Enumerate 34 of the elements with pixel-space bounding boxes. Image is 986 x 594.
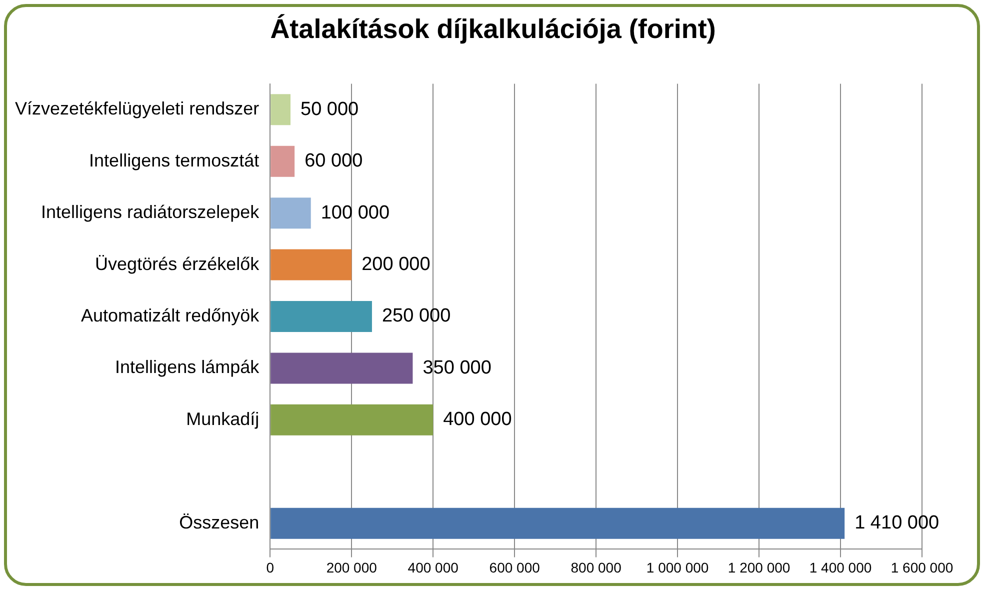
data-label: 250 000 <box>382 306 451 327</box>
data-label: 60 000 <box>304 150 363 172</box>
x-tick-label: 200 000 <box>326 559 378 576</box>
bar <box>270 146 295 177</box>
x-tick-label: 0 <box>266 559 274 576</box>
y-tick-label: Intelligens termosztát <box>89 150 260 170</box>
data-label: 1 410 000 <box>854 512 940 534</box>
x-tick-label: 800 000 <box>570 559 622 576</box>
y-tick-label: Munkadíj <box>186 408 260 429</box>
x-tick-label: 600 000 <box>489 559 540 576</box>
bar <box>270 94 290 126</box>
chart-title: Átalakítások díjkalkulációja (forint) <box>269 14 717 45</box>
data-label: 200 000 <box>362 254 430 276</box>
x-tick-label: 1 600 000 <box>890 559 954 576</box>
bar <box>270 352 413 384</box>
bar <box>270 404 434 436</box>
y-tick-label: Intelligens lámpák <box>115 357 260 378</box>
x-tick-label: 1 200 000 <box>728 559 790 576</box>
bar <box>270 198 311 229</box>
data-label: 50 000 <box>300 98 359 120</box>
y-tick-label: Automatizált redőnyök <box>81 305 260 326</box>
y-tick-label: Üvegtörés érzékelők <box>95 254 260 274</box>
x-tick-label: 400 000 <box>408 559 459 576</box>
data-label: 400 000 <box>443 409 512 430</box>
bar <box>270 249 352 280</box>
y-tick-label: Intelligens radiátorszelepek <box>40 202 260 222</box>
data-label: 350 000 <box>422 357 492 378</box>
bar <box>270 508 845 539</box>
x-tick-label: 1 400 000 <box>809 559 872 576</box>
y-tick-label: Vízvezetékfelügyeleti rendszer <box>15 98 260 119</box>
x-tick-label: 1 000 000 <box>646 559 709 576</box>
bar <box>270 300 372 332</box>
y-tick-label: Összesen <box>179 512 260 532</box>
data-label: 100 000 <box>320 202 390 224</box>
